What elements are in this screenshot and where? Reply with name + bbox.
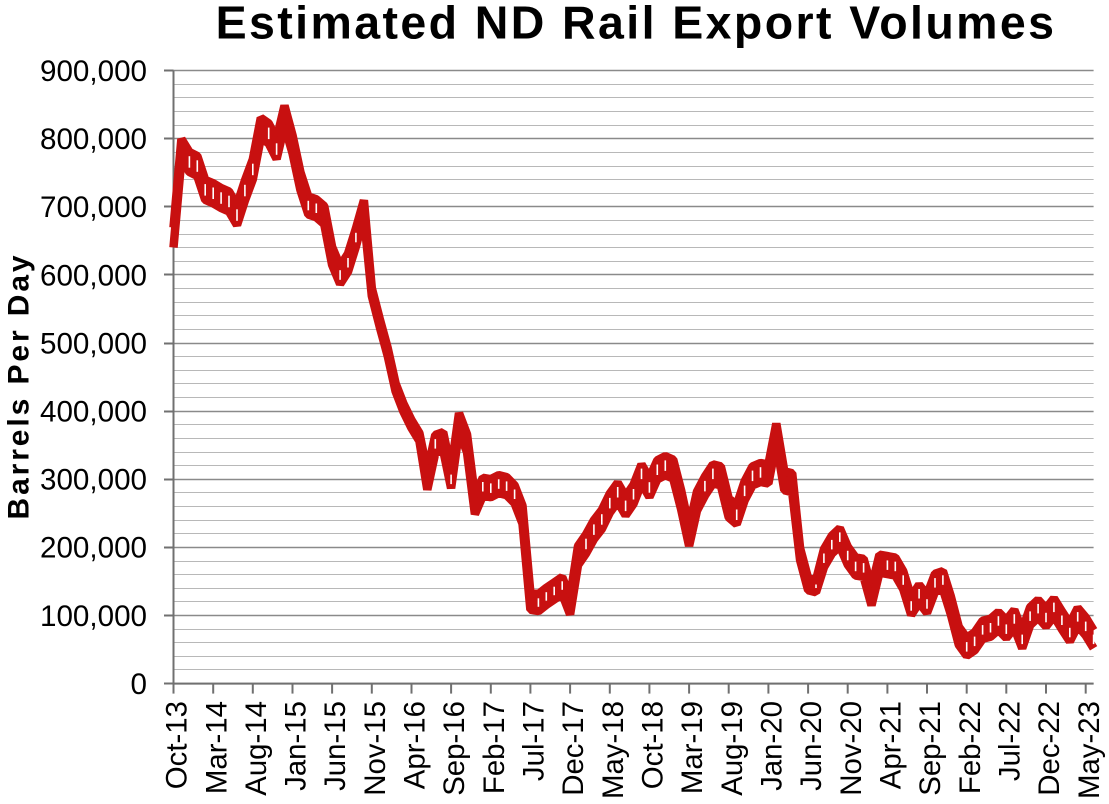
svg-text:900,000: 900,000 — [40, 55, 147, 88]
svg-text:Jan-15: Jan-15 — [280, 701, 313, 791]
svg-text:400,000: 400,000 — [40, 396, 147, 429]
svg-text:May-23: May-23 — [1073, 701, 1106, 799]
svg-text:Barrels Per Day: Barrels Per Day — [3, 253, 36, 520]
svg-text:100,000: 100,000 — [40, 600, 147, 633]
svg-text:Nov-20: Nov-20 — [835, 701, 868, 796]
svg-text:Apr-16: Apr-16 — [399, 701, 432, 789]
svg-text:Apr-21: Apr-21 — [875, 701, 908, 789]
svg-text:Jul-22: Jul-22 — [993, 701, 1026, 781]
svg-text:600,000: 600,000 — [40, 259, 147, 292]
svg-text:0: 0 — [131, 668, 147, 701]
svg-text:Jul-17: Jul-17 — [518, 701, 551, 781]
svg-text:Dec-22: Dec-22 — [1033, 701, 1066, 796]
svg-text:Jun-15: Jun-15 — [319, 701, 352, 791]
svg-text:May-18: May-18 — [597, 701, 630, 799]
svg-text:200,000: 200,000 — [40, 532, 147, 565]
svg-text:300,000: 300,000 — [40, 464, 147, 497]
svg-text:Mar-19: Mar-19 — [676, 701, 709, 794]
svg-text:Mar-14: Mar-14 — [200, 701, 233, 794]
svg-text:Jun-20: Jun-20 — [795, 701, 828, 791]
svg-text:Jan-20: Jan-20 — [756, 701, 789, 791]
svg-text:Oct-13: Oct-13 — [161, 701, 194, 789]
svg-text:Oct-18: Oct-18 — [637, 701, 670, 789]
svg-text:Aug-19: Aug-19 — [716, 701, 749, 796]
svg-text:Feb-22: Feb-22 — [954, 701, 987, 794]
svg-text:Sep-16: Sep-16 — [438, 701, 471, 796]
svg-text:Sep-21: Sep-21 — [914, 701, 947, 796]
svg-text:Nov-15: Nov-15 — [359, 701, 392, 796]
svg-text:700,000: 700,000 — [40, 191, 147, 224]
svg-text:800,000: 800,000 — [40, 123, 147, 156]
svg-text:Dec-17: Dec-17 — [557, 701, 590, 796]
svg-text:500,000: 500,000 — [40, 327, 147, 360]
svg-text:Feb-17: Feb-17 — [478, 701, 511, 794]
svg-text:Estimated ND Rail Export Volum: Estimated ND Rail Export Volumes — [216, 0, 1057, 49]
svg-text:Aug-14: Aug-14 — [240, 701, 273, 796]
